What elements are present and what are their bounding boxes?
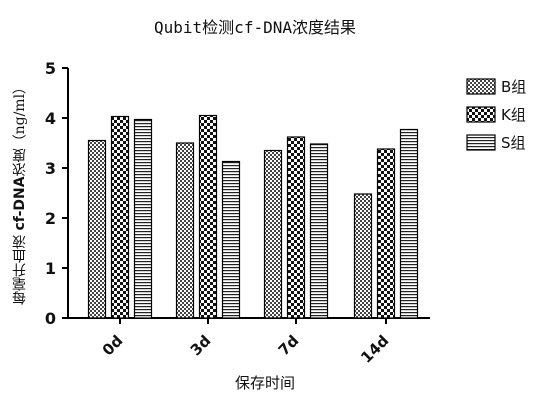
bar-K组-3d (198, 114, 218, 319)
legend-swatch (466, 133, 496, 151)
y-tick-label: 1 (45, 259, 56, 278)
bar-K组-0d (110, 115, 130, 319)
bar-B组-7d (263, 149, 283, 319)
legend-swatch (466, 105, 496, 123)
x-tick-label: 14d (357, 332, 392, 367)
y-tick-label: 5 (45, 59, 56, 78)
y-tick-label: 0 (45, 309, 56, 328)
bar-K组-14d (376, 148, 396, 319)
y-tick-label: 3 (45, 159, 56, 178)
bar-S组-3d (221, 160, 241, 319)
bar-S组-14d (399, 128, 419, 319)
bars (87, 114, 419, 319)
bar-S组-7d (309, 143, 329, 319)
bar-B组-14d (353, 193, 373, 319)
chart-title: Qubit检测cf-DNA浓度结果 (154, 18, 356, 37)
x-tick-label: 7d (275, 332, 303, 360)
bar-K组-7d (286, 136, 306, 319)
bar-B组-3d (175, 142, 195, 319)
legend-swatch (466, 77, 496, 95)
bar-S组-0d (133, 118, 153, 319)
bar-B组-0d (87, 139, 107, 319)
legend-item: B组 (466, 74, 546, 98)
y-tick-label: 4 (45, 109, 56, 128)
x-tick-label: 0d (99, 332, 127, 360)
legend-label: B组 (501, 77, 527, 96)
x-axis-label: 保存时间 (234, 374, 295, 392)
legend-label: S组 (501, 133, 526, 152)
legend-label: K组 (501, 105, 526, 124)
legend-item: S组 (466, 130, 546, 154)
x-tick-label: 3d (187, 332, 215, 360)
y-tick-label: 2 (45, 209, 56, 228)
legend: B组 K组 S组 (466, 74, 546, 158)
legend-item: K组 (466, 102, 546, 126)
